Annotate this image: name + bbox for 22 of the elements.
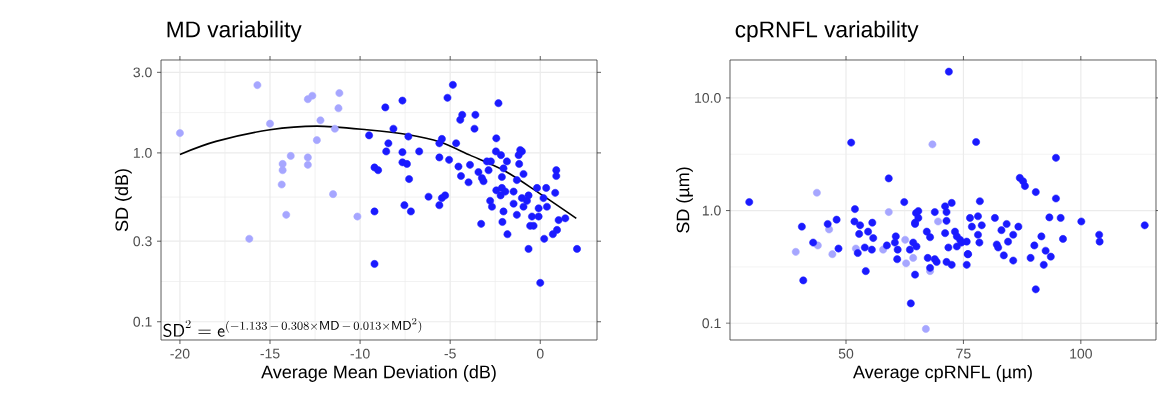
x-tick-label: -10 — [350, 348, 370, 359]
x-axis-title: Average cpRNFL (µm) — [853, 365, 1032, 382]
x-tick-label: 75 — [956, 348, 971, 359]
y-axis-title: SD (dB) — [114, 169, 132, 232]
y-tick-label: 0.3 — [133, 236, 152, 247]
y-tick-label: 1.0 — [133, 147, 152, 158]
y-tick-label: 0.1 — [133, 316, 152, 327]
y-axis-title: SD (µm) — [676, 167, 693, 233]
x-tick-label: -5 — [444, 348, 456, 359]
y-tick-label: 10.0 — [695, 92, 721, 103]
x-tick-label: 0 — [536, 348, 544, 359]
x-tick-label: 100 — [1070, 348, 1092, 359]
chart-title: cpRNFL variability — [735, 20, 919, 42]
x-tick-label: -20 — [170, 348, 190, 359]
y-tick-label: 1.0 — [702, 205, 721, 216]
y-tick-label: 3.0 — [133, 67, 152, 78]
x-axis-title: Average Mean Deviation (dB) — [261, 365, 496, 382]
y-tick-label: 0.1 — [702, 318, 721, 329]
annotation: $\mathsf{SD}^{2} = \mathsf{e}^{(-1.133\,-\,0.308\times\mathsf{MD}\,-\,0.013\times\mathsf{MD}^{2})}$ — [163, 318, 422, 337]
x-tick-label: -15 — [260, 348, 280, 359]
x-tick-label: 50 — [838, 348, 854, 359]
chart-title: MD variability — [167, 20, 302, 42]
